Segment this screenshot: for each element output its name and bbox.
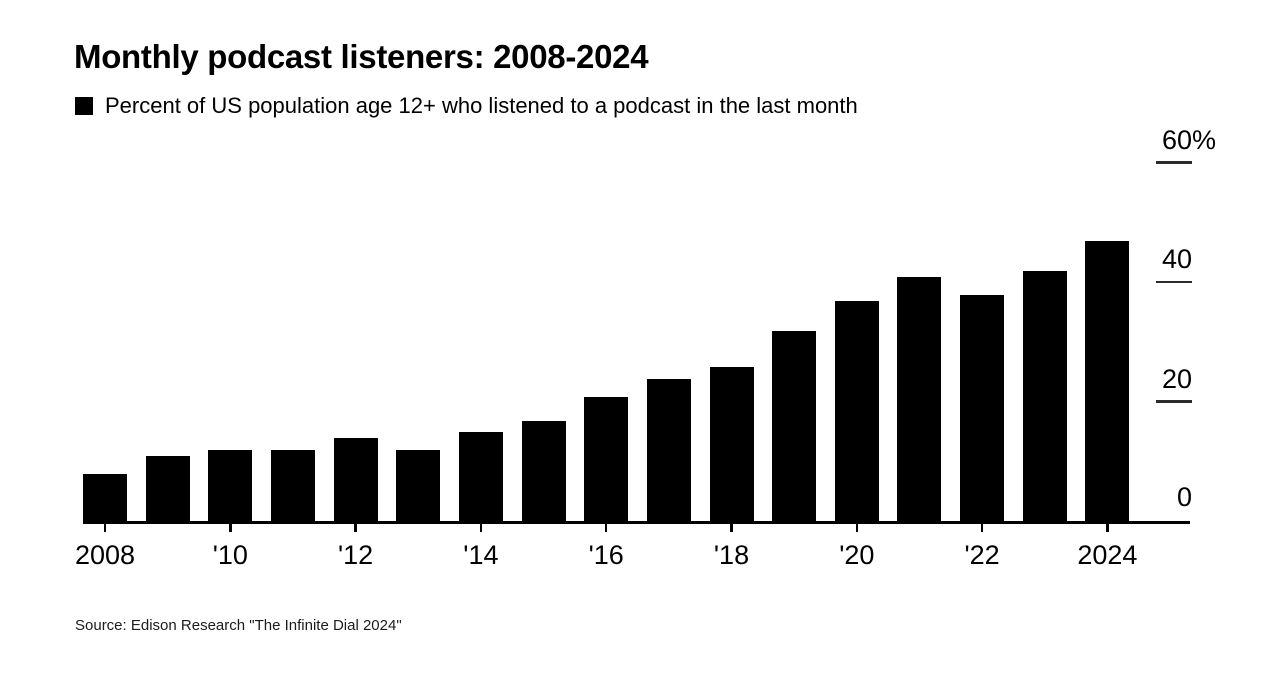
x-axis-label-2024: 2024 (1077, 540, 1138, 570)
bar-2013 (396, 450, 441, 522)
y-axis-label-20: 20 (1161, 363, 1192, 394)
x-axis-tick-7 (855, 523, 859, 532)
bar-2017 (646, 378, 691, 522)
bar-2018 (709, 366, 754, 522)
bar-2016 (584, 396, 629, 522)
bar-2012 (333, 438, 378, 522)
x-axis-tick-1 (103, 523, 107, 532)
y-axis-label-0: 0 (1176, 482, 1192, 512)
y-axis-tick-dash-40 (1156, 280, 1192, 284)
bar-2008 (83, 474, 127, 522)
source-note: Source: Edison Research "The Infinite Di… (75, 617, 402, 634)
x-axis-tick-2 (229, 523, 232, 532)
legend: Percent of US population age 12+ who lis… (75, 93, 858, 119)
y-axis-label-60: 60% (1161, 124, 1217, 155)
y-axis-tick-dash-20 (1156, 400, 1192, 403)
x-axis-label-22: '22 (964, 540, 1000, 570)
chart-title: Monthly podcast listeners: 2008-2024 (74, 38, 649, 75)
bar-2019 (772, 330, 817, 522)
x-axis-label-20: '20 (839, 540, 875, 570)
bar-2009 (145, 456, 190, 522)
x-axis-baseline (83, 521, 1190, 524)
x-axis-tick-4 (479, 523, 483, 532)
bar-2020 (834, 301, 879, 522)
x-axis-tick-9 (1106, 523, 1109, 532)
x-axis-tick-6 (730, 523, 733, 532)
x-axis-label-10: '10 (212, 540, 248, 570)
x-axis-tick-8 (980, 523, 984, 532)
x-axis-label-2008: 2008 (74, 540, 136, 570)
bar-2024 (1085, 241, 1130, 522)
legend-swatch-icon (75, 97, 93, 115)
bar-2010 (208, 450, 253, 522)
bar-2023 (1022, 271, 1067, 522)
x-axis-label-14: '14 (463, 540, 499, 570)
legend-label: Percent of US population age 12+ who lis… (105, 93, 858, 118)
bar-2014 (458, 432, 503, 522)
x-axis-label-12: '12 (338, 540, 374, 570)
y-axis-tick-dash-60 (1156, 161, 1192, 164)
bar-2015 (521, 420, 566, 522)
x-axis-label-18: '18 (713, 540, 750, 570)
x-axis-tick-5 (604, 523, 608, 532)
y-axis-label-40: 40 (1161, 244, 1192, 275)
bar-2011 (270, 450, 315, 522)
x-axis-label-16: '16 (588, 540, 624, 570)
bar-2022 (960, 295, 1005, 522)
x-axis-tick-3 (354, 523, 357, 532)
bar-2021 (897, 277, 942, 522)
